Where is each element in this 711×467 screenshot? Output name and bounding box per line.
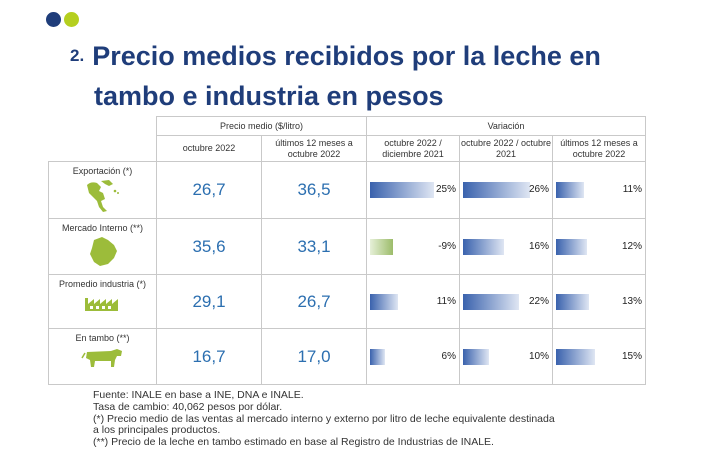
- price-october: 35,6: [156, 218, 262, 275]
- variation-bar: [370, 182, 435, 198]
- variation-cell: 22%: [459, 274, 553, 329]
- title-number: 2.: [70, 46, 85, 65]
- row-label-cell: Exportación (*): [48, 161, 157, 219]
- note-asterisk-1: (*) Precio medio de las ventas al mercad…: [93, 412, 555, 425]
- footnotes: Fuente: INALE en base a INE, DNA e INALE…: [93, 389, 653, 449]
- price-last-12m: 26,7: [261, 274, 367, 329]
- variation-percent: 25%: [435, 184, 456, 195]
- variation-bar: [463, 182, 530, 198]
- variation-percent: -9%: [438, 240, 456, 252]
- variation-bar: [463, 348, 489, 365]
- variation-percent: 11%: [622, 184, 642, 195]
- variation-cell: 6%: [366, 328, 460, 385]
- variation-percent: 26%: [528, 184, 549, 195]
- row-label-cell: Mercado Interno (**): [48, 218, 157, 275]
- price-last-12m: 36,5: [261, 161, 367, 219]
- note-exchange-rate: Tasa de cambio: 40,062 pesos por dólar.: [93, 400, 283, 413]
- cow-icon: [80, 349, 125, 372]
- world-map-icon: [83, 180, 123, 217]
- title-line-2: tambo e industria en pesos: [94, 81, 444, 111]
- row-label: Promedio industria (*): [58, 279, 147, 289]
- col-header-oct-oct: octubre 2022 / octubre 2021: [459, 135, 553, 162]
- note-asterisk-1-cont: a los principales productos.: [93, 424, 221, 437]
- row-label: Mercado Interno (**): [61, 223, 144, 233]
- variation-cell: 15%: [552, 328, 646, 385]
- table-row-industry-avg: Promedio industria (*) 29,1 26,7 11% 22% 13%: [48, 274, 646, 329]
- table-row-export: Exportación (*) 26,7 36,5 25% 26% 11%: [48, 161, 646, 219]
- variation-bar: [463, 293, 520, 310]
- price-october: 16,7: [156, 328, 262, 385]
- table-row-farm: En tambo (**) 16,7 17,0 6% 10% 15%: [48, 328, 646, 385]
- price-table: Precio medio ($/litro) Variación octubre…: [48, 116, 646, 385]
- variation-percent: 10%: [528, 350, 549, 362]
- variation-percent: 16%: [528, 240, 549, 252]
- navy-dot-icon: [46, 12, 61, 27]
- variation-percent: 13%: [621, 295, 642, 307]
- decorative-dots: [46, 12, 79, 27]
- page-title: 2. Precio medios recibidos por la leche e…: [70, 36, 670, 116]
- variation-cell: 11%: [366, 274, 460, 329]
- row-label: Exportación (*): [72, 166, 133, 176]
- col-header-var-12m: últimos 12 meses a octubre 2022: [552, 135, 646, 162]
- col-header-oct: octubre 2022: [156, 135, 262, 162]
- col-header-oct-dic: octubre 2022 / diciembre 2021: [366, 135, 460, 162]
- variation-bar: [370, 238, 394, 255]
- note-source: Fuente: INALE en base a INE, DNA e INALE…: [93, 389, 304, 401]
- variation-cell: 13%: [552, 274, 646, 329]
- price-group-header: Precio medio ($/litro): [156, 116, 367, 136]
- variation-cell: 26%: [459, 161, 553, 219]
- variation-cell: -9%: [366, 218, 460, 275]
- row-label: En tambo (**): [75, 333, 130, 343]
- table-row-domestic: Mercado Interno (**) 35,6 33,1 -9% 16% 12%: [48, 218, 646, 275]
- variation-bar: [370, 348, 386, 365]
- price-last-12m: 33,1: [261, 218, 367, 275]
- variation-bar: [556, 182, 585, 198]
- variation-cell: 12%: [552, 218, 646, 275]
- variation-group-header: Variación: [366, 116, 646, 136]
- variation-bar: [463, 238, 505, 255]
- price-last-12m: 17,0: [261, 328, 367, 385]
- uruguay-map-icon: [86, 237, 120, 272]
- price-october: 29,1: [156, 274, 262, 329]
- variation-percent: 22%: [528, 295, 549, 307]
- variation-percent: 12%: [621, 240, 642, 252]
- note-asterisk-2: (**) Precio de la leche en tambo estimad…: [93, 436, 494, 449]
- lime-dot-icon: [64, 12, 79, 27]
- empty-corner-2: [48, 135, 157, 162]
- factory-icon: [83, 298, 123, 316]
- title-line-1: Precio medios recibidos por la leche en: [92, 41, 601, 71]
- row-label-cell: En tambo (**): [48, 328, 157, 385]
- variation-cell: 11%: [552, 161, 646, 219]
- variation-percent: 6%: [441, 350, 456, 362]
- variation-bar: [370, 293, 399, 310]
- col-header-12m: últimos 12 meses a octubre 2022: [261, 135, 367, 162]
- variation-bar: [556, 238, 587, 255]
- empty-corner: [48, 116, 157, 136]
- variation-percent: 15%: [621, 350, 642, 362]
- variation-cell: 25%: [366, 161, 460, 219]
- row-label-cell: Promedio industria (*): [48, 274, 157, 329]
- variation-bar: [556, 293, 590, 310]
- variation-bar: [556, 348, 595, 365]
- variation-percent: 11%: [436, 295, 456, 307]
- variation-cell: 10%: [459, 328, 553, 385]
- variation-cell: 16%: [459, 218, 553, 275]
- price-october: 26,7: [156, 161, 262, 219]
